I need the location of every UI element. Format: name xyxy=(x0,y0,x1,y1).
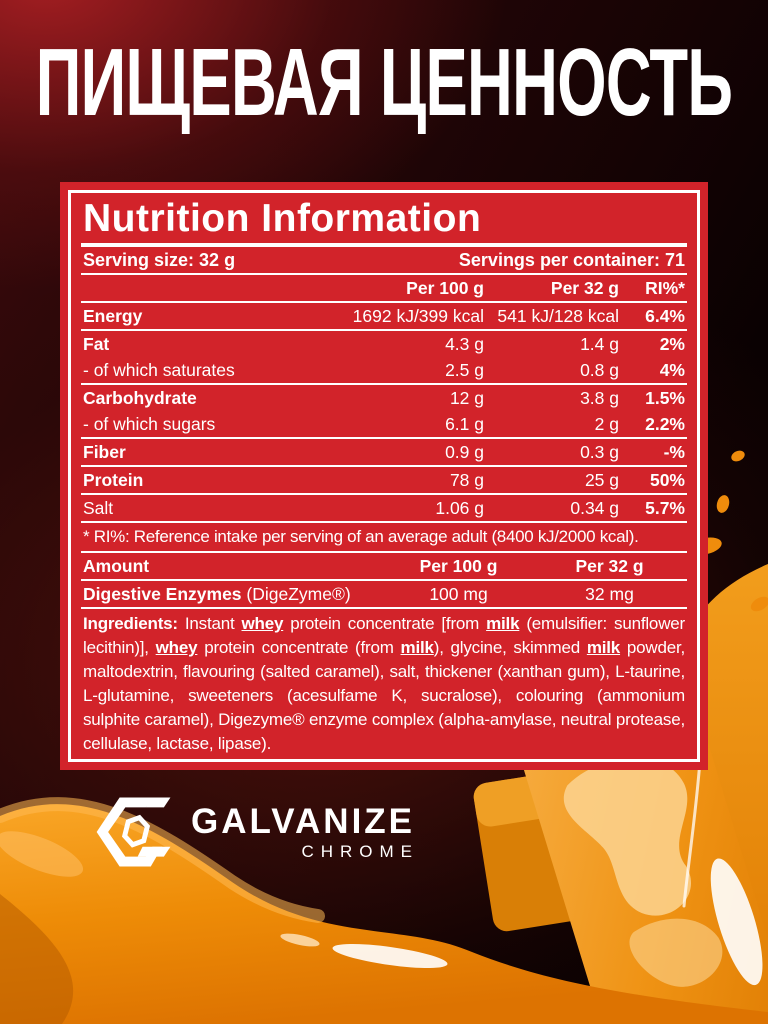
row-ri: 4% xyxy=(659,360,685,381)
row-label: - of which sugars xyxy=(83,414,216,435)
row-per32: 1.4 g xyxy=(580,334,619,355)
divider xyxy=(81,301,687,304)
enzyme-row-label: Digestive Enzymes (DigeZyme®) xyxy=(83,582,383,606)
nutrition-panel-border: Nutrition Information Serving size: 32 g… xyxy=(68,190,700,762)
row-per32: 0.34 g xyxy=(570,498,619,519)
table-row-fiber: Fiber 0.9 g 0.3 g -% xyxy=(81,439,687,465)
table-row-energy: Energy 1692 kJ/399 kcal 541 kJ/128 kcal … xyxy=(81,303,687,329)
table-row-sugars: - of which sugars 6.1 g 2 g 2.2% xyxy=(81,411,687,437)
row-per100: 0.9 g xyxy=(445,442,484,463)
divider xyxy=(81,383,687,386)
row-per100: 78 g xyxy=(449,470,484,491)
row-per100: 6.1 g xyxy=(445,414,484,435)
enzyme-header-row: Amount Per 100 g Per 32 g xyxy=(81,553,687,579)
divider xyxy=(81,329,687,332)
galvanize-hexagon-icon xyxy=(96,797,171,867)
row-per32: 0.8 g xyxy=(580,360,619,381)
servings-per-container: Servings per container: 71 xyxy=(458,250,685,271)
column-header-ri: RI%* xyxy=(645,278,685,299)
table-row-protein: Protein 78 g 25 g 50% xyxy=(81,467,687,493)
chrome-wordmark: CHROME xyxy=(301,842,420,861)
divider xyxy=(81,493,687,496)
row-ri: 2% xyxy=(659,334,685,355)
divider-thick xyxy=(81,243,687,248)
nutrition-panel: Nutrition Information Serving size: 32 g… xyxy=(60,182,708,770)
brand-logo: GALVANIZE CHROME xyxy=(95,792,415,872)
enzyme-amount-header: Amount xyxy=(83,556,150,577)
divider xyxy=(81,607,687,610)
divider xyxy=(81,551,687,554)
divider xyxy=(81,465,687,468)
logo-wordmark: GALVANIZE CHROME xyxy=(191,804,415,860)
row-label: Salt xyxy=(83,498,114,519)
enzyme-per100-value: 100 mg xyxy=(429,584,488,605)
table-row-carbohydrate: Carbohydrate 12 g 3.8 g 1.5% xyxy=(81,385,687,411)
row-per100: 1.06 g xyxy=(435,498,484,519)
enzyme-name: Digestive Enzymes xyxy=(83,584,242,605)
row-per100: 2.5 g xyxy=(445,360,484,381)
page-title: ПИЩЕВАЯ ЦЕННОСТЬ xyxy=(35,29,733,136)
table-row-salt: Salt 1.06 g 0.34 g 5.7% xyxy=(81,495,687,521)
table-row-saturates: - of which saturates 2.5 g 0.8 g 4% xyxy=(81,357,687,383)
column-header-row: Per 100 g Per 32 g RI%* xyxy=(81,275,687,301)
row-ri: 2.2% xyxy=(645,414,685,435)
row-ri: 5.7% xyxy=(645,498,685,519)
row-per100: 1692 kJ/399 kcal xyxy=(352,306,484,327)
row-label: Protein xyxy=(83,470,144,491)
enzyme-per100-header: Per 100 g xyxy=(419,556,498,577)
galvanize-wordmark: GALVANIZE xyxy=(191,802,416,841)
ingredients-text: Ingredients: Instant whey protein concen… xyxy=(83,614,686,754)
row-per32: 2 g xyxy=(594,414,619,435)
row-per32: 3.8 g xyxy=(580,388,619,409)
enzyme-per32-value: 32 mg xyxy=(585,584,634,605)
row-label: - of which saturates xyxy=(83,360,235,381)
row-label: Energy xyxy=(83,306,143,327)
row-label: Fiber xyxy=(83,442,126,463)
row-per32: 25 g xyxy=(584,470,619,491)
row-per100: 4.3 g xyxy=(445,334,484,355)
panel-title: Nutrition Information xyxy=(83,197,482,240)
serving-row: Serving size: 32 g Servings per containe… xyxy=(81,247,687,273)
row-ri: 1.5% xyxy=(645,388,685,409)
divider xyxy=(81,521,687,524)
row-per32: 541 kJ/128 kcal xyxy=(497,306,619,327)
divider xyxy=(81,273,687,276)
row-ri: 50% xyxy=(649,470,685,491)
ri-footnote: * RI%: Reference intake per serving of a… xyxy=(83,527,639,547)
row-per32: 0.3 g xyxy=(580,442,619,463)
row-ri: 6.4% xyxy=(645,306,685,327)
enzyme-trademark: (DigeZyme®) xyxy=(241,584,351,605)
row-ri: -% xyxy=(663,442,685,463)
enzyme-row: Digestive Enzymes (DigeZyme®) 100 mg 32 … xyxy=(81,581,687,607)
enzyme-per32-header: Per 32 g xyxy=(575,556,644,577)
row-label: Carbohydrate xyxy=(83,388,197,409)
divider xyxy=(81,437,687,440)
column-header-per32: Per 32 g xyxy=(550,278,619,299)
divider xyxy=(81,579,687,582)
serving-size: Serving size: 32 g xyxy=(83,250,236,271)
row-per100: 12 g xyxy=(449,388,484,409)
table-row-fat: Fat 4.3 g 1.4 g 2% xyxy=(81,331,687,357)
row-label: Fat xyxy=(83,334,110,355)
column-header-per100: Per 100 g xyxy=(406,278,484,299)
